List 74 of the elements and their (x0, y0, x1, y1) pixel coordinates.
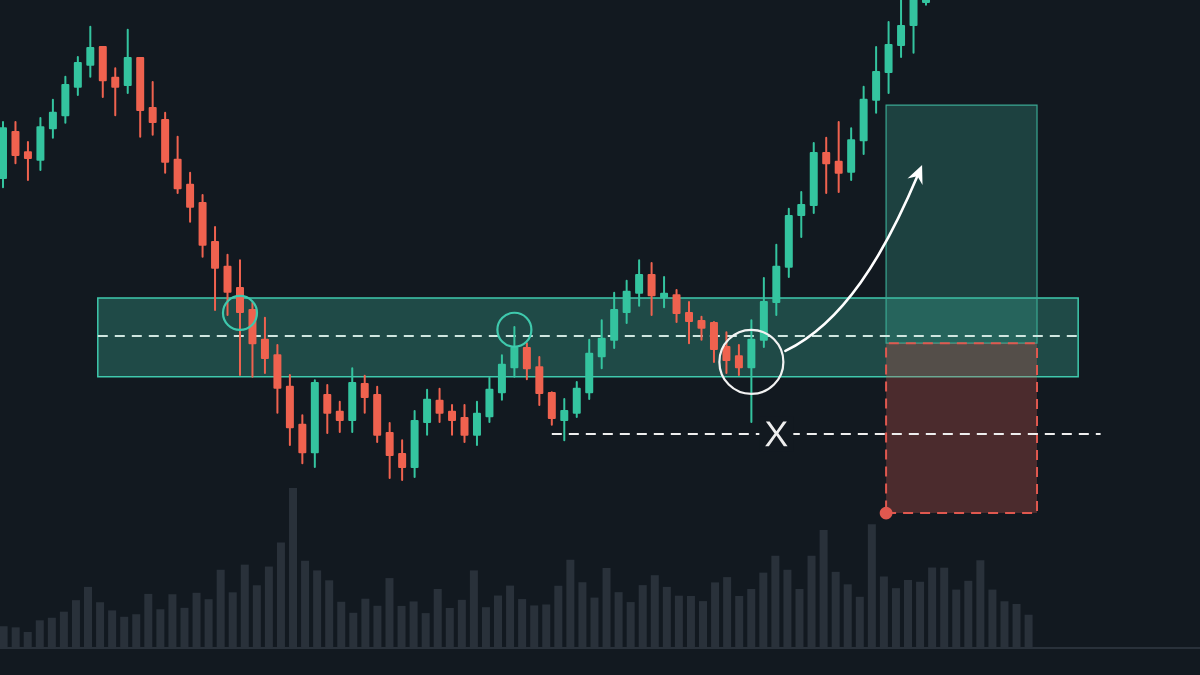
candlestick (48, 98, 57, 139)
candlestick (298, 414, 307, 465)
candlestick (198, 193, 207, 258)
candlestick (497, 354, 506, 401)
candlestick (697, 315, 706, 341)
candlestick (373, 385, 382, 444)
candlestick (772, 243, 781, 316)
candlestick (709, 321, 718, 363)
candlestick (922, 0, 930, 6)
candlestick (822, 136, 831, 194)
candlestick (897, 0, 906, 59)
candlestick (148, 81, 157, 136)
candlestick (759, 276, 768, 349)
candlestick (722, 331, 731, 374)
candlestick (485, 376, 494, 423)
candlestick (909, 0, 918, 54)
candlestick (660, 275, 669, 309)
candlestick (647, 262, 656, 316)
candlestick (522, 342, 531, 381)
candlestick (11, 120, 20, 165)
candlestick (61, 75, 70, 124)
ref-line-label: X (765, 421, 788, 447)
candlestick (834, 120, 843, 193)
candlestick (335, 400, 344, 433)
candlestick (211, 226, 220, 312)
candlestick (260, 316, 269, 374)
candlestick (560, 397, 569, 442)
candlestick (360, 374, 369, 414)
candlestick (73, 56, 82, 97)
candlestick (285, 373, 294, 446)
candlestick (0, 120, 7, 189)
candlestick (123, 28, 132, 95)
candlestick (136, 57, 145, 138)
candlestick (797, 191, 806, 239)
candlestick (685, 300, 694, 345)
candlestick (161, 111, 170, 174)
candlestick (111, 67, 120, 117)
candlestick (597, 319, 606, 370)
candlestick (635, 259, 644, 307)
candlestick (36, 117, 45, 171)
candlestick (223, 253, 232, 316)
candlestick (410, 409, 419, 479)
candlestick (398, 439, 407, 481)
candlestick (734, 344, 743, 376)
candlestick (310, 379, 319, 469)
candlestick (610, 291, 619, 349)
candlestick (784, 207, 793, 278)
candlestick (173, 135, 182, 194)
candlestick (273, 344, 282, 414)
candlestick (859, 85, 868, 156)
candlestick (460, 404, 469, 444)
candlestick (809, 142, 818, 215)
candlestick (872, 46, 881, 114)
candlestick (23, 141, 32, 181)
candlestick (672, 288, 681, 324)
candlestick (323, 383, 332, 434)
candlestick (622, 279, 631, 325)
candlestick (547, 391, 556, 426)
candlestick (385, 421, 394, 480)
candlestick (448, 404, 457, 436)
candlestick (86, 25, 95, 78)
candlestick (423, 388, 432, 436)
candlestick (348, 367, 357, 433)
candlestick (510, 325, 519, 378)
candlestick (186, 171, 195, 223)
candlestick (847, 127, 856, 181)
candlestick (535, 356, 544, 407)
candlestick (884, 21, 893, 95)
candlestick (98, 46, 107, 98)
candlestick (747, 319, 756, 423)
candlestick (472, 400, 481, 446)
candlestick (585, 338, 594, 400)
candlestick (435, 387, 444, 423)
candlestick (572, 381, 581, 419)
